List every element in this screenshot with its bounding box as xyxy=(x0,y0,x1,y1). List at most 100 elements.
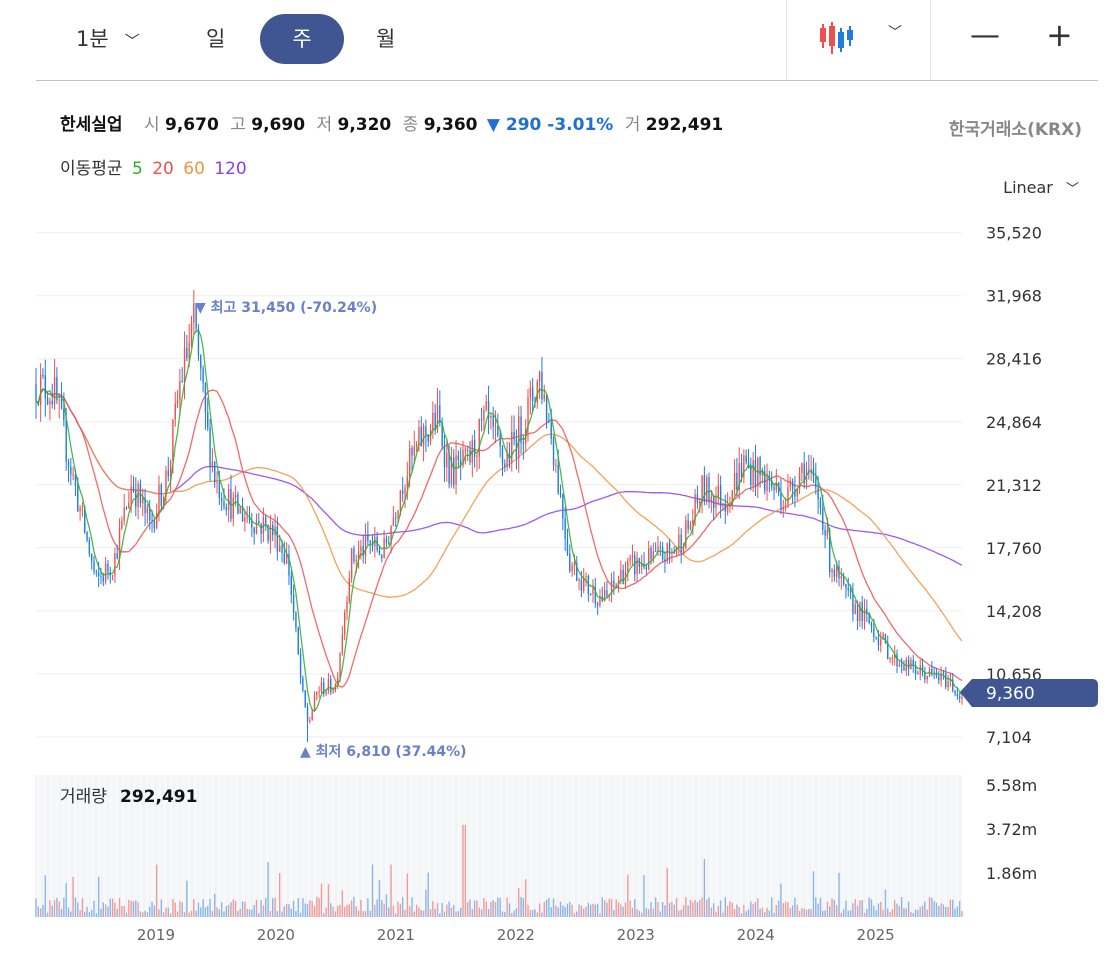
volume-bar xyxy=(875,910,877,917)
candle-body xyxy=(67,461,70,467)
volume-bar xyxy=(146,912,149,917)
volume-bar xyxy=(543,901,545,917)
moving-average-legend[interactable]: 이동평균 5 20 60 120 xyxy=(60,154,247,179)
candle-body xyxy=(153,520,156,529)
period-1min-dropdown[interactable]: 1분 ﹀ xyxy=(76,14,140,64)
volume-bar xyxy=(223,911,225,917)
candle-body xyxy=(527,397,529,429)
candle-body xyxy=(759,457,761,476)
volume-bar xyxy=(378,880,381,917)
volume-bar xyxy=(218,909,221,917)
volume-bar xyxy=(859,900,861,917)
candle-body xyxy=(401,490,404,494)
candle-body xyxy=(835,566,838,577)
candle-body xyxy=(258,520,260,524)
candle-body xyxy=(346,601,348,613)
volume-bar xyxy=(506,897,508,917)
volume-bar xyxy=(949,899,952,917)
candle-body xyxy=(155,513,158,529)
volume-bar xyxy=(773,912,775,917)
candle-body xyxy=(232,497,234,519)
volume-bar xyxy=(743,904,745,917)
minus-icon[interactable]: — xyxy=(970,18,1000,53)
candle-body xyxy=(306,706,309,722)
period-day-tab[interactable]: 일 xyxy=(206,27,226,51)
candle-body xyxy=(265,517,267,526)
candlestick-icon[interactable] xyxy=(818,20,858,56)
candle-body xyxy=(687,520,689,529)
candle-body xyxy=(773,486,775,490)
volume-bar xyxy=(51,905,53,917)
candle-body xyxy=(736,472,738,490)
candle-body xyxy=(919,665,921,675)
volume-bar xyxy=(699,900,701,917)
candle-body xyxy=(88,540,91,555)
volume-bar xyxy=(413,911,415,917)
volume-bar xyxy=(840,912,843,917)
volume-bar xyxy=(935,902,938,917)
candle-body xyxy=(353,548,355,562)
candle-body xyxy=(330,679,332,692)
candle-body xyxy=(856,604,859,621)
y-tick-label: 28,416 xyxy=(986,350,1042,369)
volume-bar xyxy=(712,903,715,917)
candle-body xyxy=(961,696,963,699)
volume-bar xyxy=(589,904,592,917)
candle-body xyxy=(448,452,450,484)
volume-bar xyxy=(531,910,534,917)
volume-bar xyxy=(125,912,128,917)
candle-body xyxy=(715,496,717,508)
open-value: 9,670 xyxy=(165,115,219,135)
plus-icon[interactable]: + xyxy=(1046,16,1073,54)
volume-bar xyxy=(471,908,474,917)
candle-body xyxy=(473,439,476,457)
candle-body xyxy=(852,592,854,615)
volume-panel-background xyxy=(35,775,961,917)
candle-body xyxy=(485,401,487,410)
period-month-tab[interactable]: 월 xyxy=(376,27,396,51)
volume-bar xyxy=(422,910,425,917)
volume-bar xyxy=(529,909,532,917)
candle-body xyxy=(167,470,169,477)
candle-body xyxy=(859,602,861,621)
volume-bar xyxy=(478,907,480,917)
candle-body xyxy=(165,470,167,497)
candle-body xyxy=(694,494,696,520)
volume-bar xyxy=(601,897,603,917)
candle-body xyxy=(288,553,290,576)
volume-bar xyxy=(912,913,914,917)
volume-bar xyxy=(647,909,650,917)
candle-body xyxy=(849,590,852,593)
candle-body xyxy=(866,608,868,613)
scale-dropdown[interactable]: Linear ﹀ xyxy=(1003,178,1079,197)
candle-body xyxy=(668,543,671,552)
volume-bar xyxy=(592,903,594,917)
volume-bar xyxy=(35,898,37,917)
exchange-label: 한국거래소(KRX) xyxy=(948,120,1082,140)
period-week-tab[interactable]: 주 xyxy=(260,14,344,64)
volume-bar xyxy=(931,897,933,917)
candle-body xyxy=(589,593,592,595)
chart-type-dropdown-icon[interactable]: ﹀ xyxy=(888,25,902,41)
volume-bar xyxy=(527,904,529,917)
volume-bar xyxy=(246,908,248,917)
volume-bar xyxy=(573,913,576,917)
candle-body xyxy=(209,427,211,468)
volume-bar xyxy=(847,910,849,917)
candle-body xyxy=(253,527,255,534)
volume-bar xyxy=(158,909,160,917)
volume-bar xyxy=(550,907,552,917)
candle-body xyxy=(200,355,202,369)
candle-body xyxy=(692,519,694,525)
candle-body xyxy=(733,472,736,491)
chevron-down-icon: ﹀ xyxy=(124,32,140,50)
x-tick-label: 2023 xyxy=(617,926,655,944)
volume-bar xyxy=(453,904,455,917)
candle-body xyxy=(364,534,367,557)
candle-body xyxy=(942,672,945,674)
volume-bar xyxy=(111,898,114,917)
candle-body xyxy=(316,691,318,695)
candle-body xyxy=(873,626,875,638)
candle-body xyxy=(552,438,555,466)
